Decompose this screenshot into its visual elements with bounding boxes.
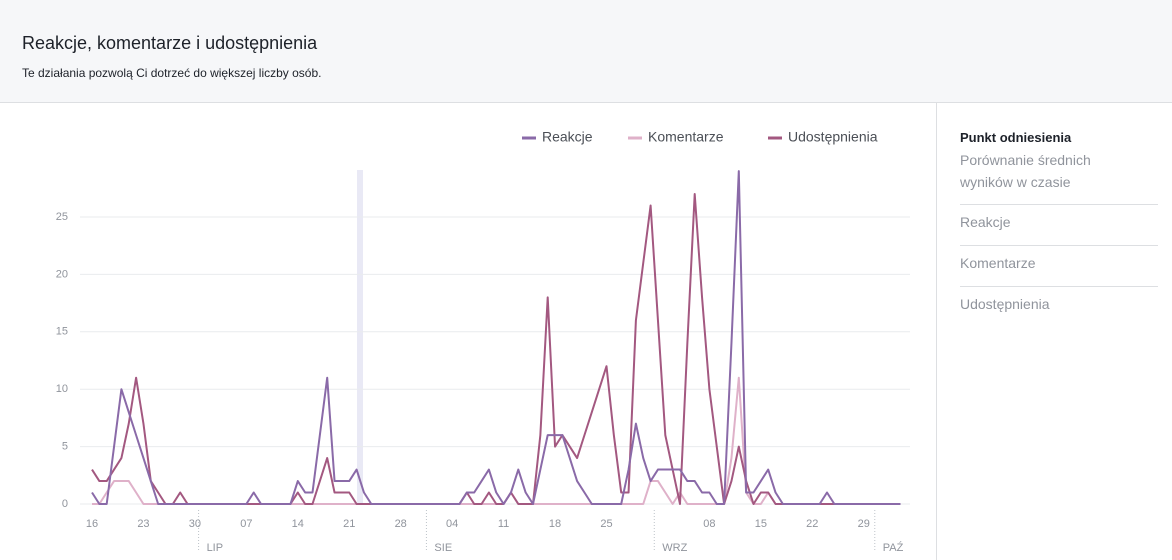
x-tick-label: 28: [395, 518, 407, 530]
sidebar: Punkt odniesienia Porównanie średnich wy…: [936, 103, 1172, 560]
legend-label: Udostępnienia: [788, 129, 878, 145]
month-label: WRZ: [662, 542, 687, 554]
month-label: LIP: [207, 542, 224, 554]
header: Reakcje, komentarze i udostępnienia Te d…: [0, 0, 1172, 103]
month-label: PAŹ: [883, 541, 904, 554]
x-tick-label: 22: [806, 518, 818, 530]
x-tick-label: 23: [137, 518, 149, 530]
y-tick-label: 5: [62, 441, 68, 453]
sidebar-subtitle: Porównanie średnich wyników w czasie: [960, 152, 1091, 190]
x-tick-label: 29: [858, 518, 870, 530]
month-label: SIE: [434, 542, 452, 554]
x-tick-label: 11: [498, 518, 509, 530]
x-tick-label: 04: [446, 518, 458, 530]
metric-option[interactable]: Udostępnienia: [960, 286, 1158, 312]
legend-label: Komentarze: [648, 129, 724, 145]
hover-band: [357, 170, 363, 504]
x-tick-label: 15: [755, 518, 767, 530]
x-tick-label: 30: [189, 518, 201, 530]
series-line: [92, 376, 901, 505]
y-tick-label: 25: [56, 211, 68, 223]
series-line: [91, 170, 901, 505]
chart: 0 5 10 15 20 25 16 23 30 07 14 21 28 04 11 18 25 08 15 22 29…: [56, 129, 910, 554]
x-tick-label: 14: [292, 518, 304, 530]
x-tick-label: 08: [703, 518, 715, 530]
legend-label: Reakcje: [542, 129, 593, 145]
metric-option[interactable]: Reakcje: [960, 204, 1158, 230]
x-tick-label: 18: [549, 518, 561, 530]
metric-option[interactable]: Komentarze: [960, 245, 1158, 271]
x-tick-label: 07: [240, 518, 252, 530]
y-tick-label: 20: [56, 268, 68, 280]
x-tick-label: 16: [86, 518, 98, 530]
x-tick-label: 25: [600, 518, 612, 530]
page-subtitle: Te działania pozwolą Ci dotrzeć do więks…: [22, 66, 322, 80]
series-line: [91, 193, 901, 505]
sidebar-title: Punkt odniesienia: [960, 130, 1072, 145]
y-tick-label: 10: [56, 383, 68, 395]
x-tick-label: 21: [343, 518, 355, 530]
page-title: Reakcje, komentarze i udostępnienia: [22, 33, 318, 53]
y-tick-label: 0: [62, 498, 68, 510]
y-tick-label: 15: [56, 326, 68, 338]
